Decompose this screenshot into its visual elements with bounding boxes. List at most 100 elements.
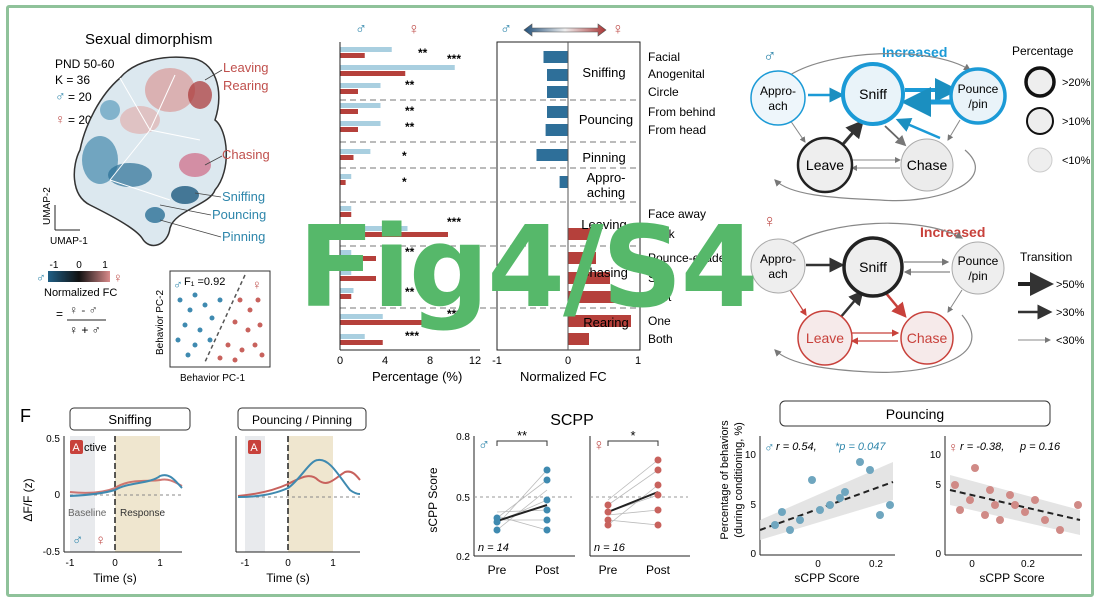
sig-marker-10: *** [447,307,461,321]
trace1-xtick-2: 0 [112,558,118,569]
scpp-male-pre: Pre [488,563,507,577]
bars-male-symbol: ♂ [355,21,367,38]
row-pounce-evade: Pounce-evade [648,251,726,265]
figure-frame [6,5,1094,597]
row-one: One [648,314,671,328]
pc-points-male [175,292,223,358]
svg-text:♂: ♂ [478,437,490,454]
trace-ytick-2: 0 [54,490,60,501]
group-leaving: Leaving [581,217,627,232]
svg-text:♀: ♀ [95,532,106,549]
sig-marker-8: ** [405,245,415,259]
fc-bar-0 [543,51,568,63]
row-facial: Facial [648,50,680,64]
panel-e-title: Sexual dimorphism [85,31,213,48]
fc-bar-4 [545,124,568,136]
svg-text:♂: ♂ [764,439,775,455]
row-anogenital: Anogenital [648,67,705,81]
cbar-female-symbol: ♀ [113,270,123,285]
node-pounce-male [949,67,1007,125]
fc-xtick-zero: 0 [565,355,571,367]
trace-ytick-1: 0.5 [46,434,60,445]
fc-xtick-neg: -1 [492,355,502,367]
pnd-label: PND 50-60 [55,57,115,71]
svg-text:♀ - ♂: ♀ - ♂ [69,303,98,317]
pc-xlabel: Behavior PC-1 [180,373,245,384]
svg-text:♀: ♀ [593,437,605,454]
sig-marker-2: ** [405,78,415,92]
corr-m-xlabel: sCPP Score [794,571,859,585]
scpp-ytick-3: 0.2 [456,552,470,563]
sig-marker-0: ** [418,46,428,60]
colorbar [48,271,110,282]
bar-male-2 [340,83,381,88]
group-pinning: Pinning [582,150,625,165]
row-slow: Slow [648,271,674,285]
svg-text:p = 0.16: p = 0.16 [1019,441,1061,453]
svg-text:/pin: /pin [968,269,987,283]
fc-male-symbol: ♂ [500,21,512,38]
male-n: = 20 [68,90,92,104]
female-network: ♀ Increased Appro- ach Sniff Pounce /pin… [750,211,1005,373]
bar-female-5 [340,155,354,160]
bars-female-symbol: ♀ [408,21,420,38]
bar-male-8 [340,226,408,231]
bar-male-10 [340,270,352,275]
bar-female-8 [340,232,448,237]
bar-female-6 [340,180,346,185]
umap-label-pouncing: Pouncing [212,207,266,222]
scpp-title: SCPP [550,412,594,429]
bars-xtick-0: 0 [337,355,343,367]
corr-f-xtick-0: 0 [969,559,975,570]
corr-m-xtick-0: 0 [815,559,821,570]
fc-bar-3 [547,106,568,118]
sig-marker-6: * [402,175,407,189]
group-approaching-1: Appro- [586,170,625,185]
net-male-increased: Increased [882,44,947,60]
corr-f-ytick-10: 10 [930,450,942,461]
svg-text:ach: ach [768,267,787,281]
svg-text:Percentage: Percentage [1012,44,1074,58]
umap-leader-lines [159,69,223,238]
svg-text:Appro-: Appro- [760,252,796,266]
svg-text:/pin: /pin [968,97,987,111]
sig-marker-11: *** [405,329,419,343]
trace2-xlabel: Time (s) [266,571,310,585]
sig-marker-5: * [402,149,407,163]
pouncing-title-box [779,400,1051,427]
pc-f1: F₁ =0.92 [184,276,225,288]
svg-text:<10%: <10% [1062,155,1091,167]
umap-label-rearing: Rearing [223,78,269,93]
scpp-male-post: Post [535,563,560,577]
node-leave-male [796,136,854,194]
fc-bar-11 [568,291,624,303]
trace2-xtick-3: 1 [330,558,336,569]
percentage-bar-chart: ** ************************ [340,46,640,345]
group-sniffing: Sniffing [582,65,625,80]
svg-text:r = -0.38,: r = -0.38, [960,441,1004,453]
trace1-xlabel: Time (s) [93,571,137,585]
fc-bar-1 [547,69,568,81]
male-symbol: ♂ [55,88,66,104]
svg-text:Pounce: Pounce [958,82,999,96]
network-legend: Percentage >20% >10% <10% Transition >50… [1012,44,1091,347]
corr-ytick-0: 0 [750,549,756,560]
bar-female-9 [340,256,376,261]
fc-bar-6 [559,176,568,188]
trace-ylabel: ΔF/F (z) [21,478,35,521]
cbar-male-symbol: ♂ [36,270,46,285]
pc-ylabel: Behavior PC-2 [155,290,166,355]
node-approach-female [750,238,806,294]
pouncing-title: Pouncing [886,406,944,422]
cbar-tick-zero: 0 [76,260,82,271]
svg-text:ach: ach [768,99,787,113]
pc-points-female [217,297,265,363]
bar-female-10 [340,276,376,281]
bar-female-2 [340,89,358,94]
corr-f-ytick-0: 0 [935,549,941,560]
fc-bar-2 [547,86,568,98]
umap-label-pinning: Pinning [222,229,265,244]
svg-text:Response: Response [120,508,165,519]
svg-text:Leave: Leave [806,157,844,173]
svg-text:Sniff: Sniff [859,86,887,102]
